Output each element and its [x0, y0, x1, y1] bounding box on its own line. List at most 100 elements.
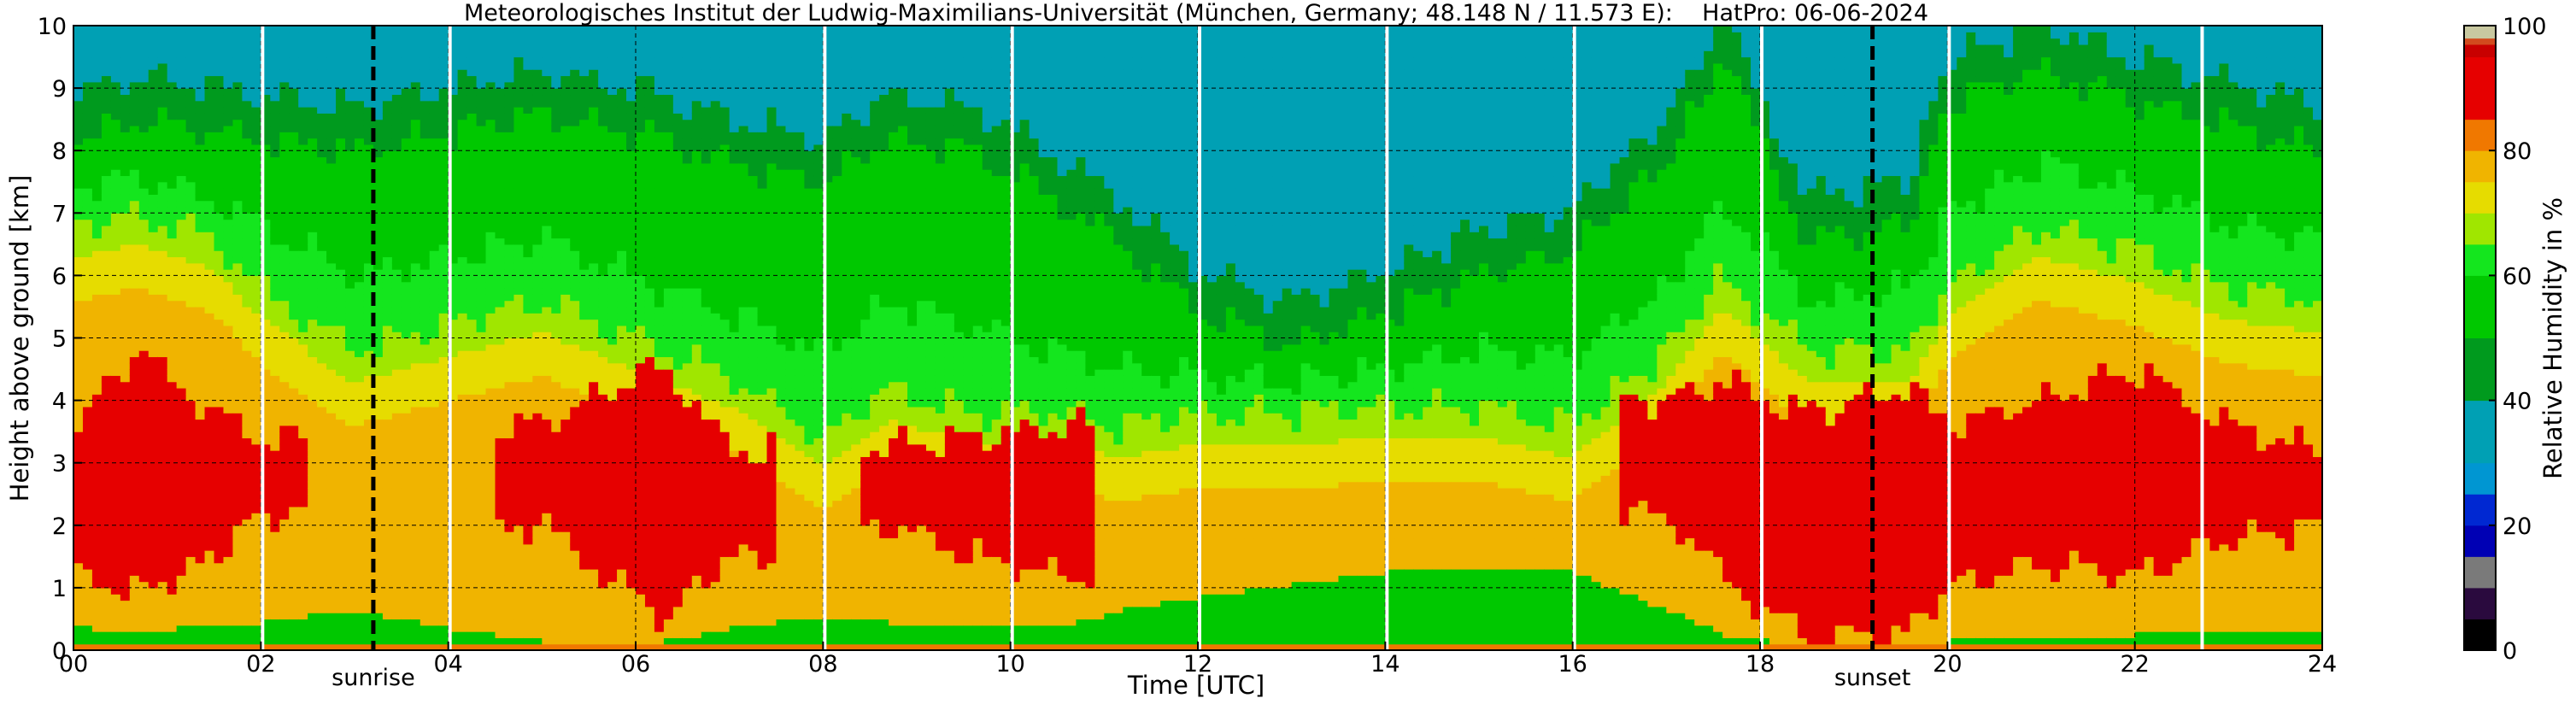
heatmap-cell — [496, 256, 506, 263]
heatmap-cell — [326, 356, 337, 363]
heatmap-cell — [298, 413, 308, 419]
heatmap-cell — [289, 369, 299, 376]
heatmap-cell — [336, 132, 346, 138]
heatmap-cell — [92, 263, 103, 270]
heatmap-cell — [242, 369, 252, 376]
heatmap-cell — [298, 150, 308, 157]
heatmap-cell — [523, 501, 533, 507]
heatmap-cell — [205, 394, 215, 401]
heatmap-cell — [167, 537, 178, 544]
heatmap-cell — [251, 126, 261, 132]
heatmap-cell — [92, 107, 103, 114]
heatmap-cell — [496, 637, 506, 644]
heatmap-cell — [496, 57, 506, 64]
heatmap-cell — [355, 163, 365, 170]
heatmap-cell — [532, 631, 543, 638]
heatmap-cell — [308, 26, 318, 32]
heatmap-cell — [496, 138, 506, 145]
heatmap-cell — [83, 482, 93, 489]
heatmap-cell — [420, 220, 431, 226]
heatmap-cell — [430, 625, 440, 632]
heatmap-cell — [504, 531, 514, 538]
heatmap-cell — [177, 32, 187, 38]
heatmap-cell — [392, 625, 402, 632]
heatmap-cell — [467, 525, 478, 532]
heatmap-cell — [355, 313, 365, 320]
heatmap-cell — [317, 144, 327, 151]
heatmap-cell — [458, 619, 468, 625]
heatmap-cell — [130, 431, 140, 438]
heatmap-cell — [298, 101, 308, 108]
heatmap-cell — [83, 201, 93, 208]
heatmap-cell — [139, 607, 150, 613]
heatmap-cell — [392, 382, 402, 389]
heatmap-cell — [102, 588, 112, 595]
heatmap-cell — [139, 594, 150, 601]
heatmap-cell — [223, 101, 233, 108]
heatmap-cell — [458, 569, 468, 576]
heatmap-cell — [532, 625, 543, 632]
heatmap-cell — [214, 469, 225, 476]
heatmap-cell — [196, 419, 206, 426]
heatmap-cell — [279, 544, 290, 551]
heatmap-cell — [467, 101, 478, 108]
heatmap-cell — [251, 388, 261, 395]
heatmap-cell — [345, 38, 355, 45]
heatmap-cell — [496, 244, 506, 251]
heatmap-cell — [298, 263, 308, 270]
heatmap-cell — [383, 157, 393, 164]
heatmap-cell — [355, 126, 365, 132]
heatmap-cell — [111, 394, 121, 401]
heatmap-cell — [458, 601, 468, 607]
heatmap-cell — [167, 26, 178, 32]
heatmap-cell — [504, 32, 514, 38]
heatmap-cell — [439, 501, 449, 507]
heatmap-cell — [270, 288, 280, 295]
heatmap-cell — [392, 601, 402, 607]
heatmap-cell — [355, 594, 365, 601]
heatmap-cell — [355, 537, 365, 544]
heatmap-cell — [355, 613, 365, 619]
heatmap-cell — [242, 75, 252, 82]
heatmap-cell — [411, 169, 421, 176]
heatmap-cell — [392, 488, 402, 495]
heatmap-cell — [102, 331, 112, 338]
heatmap-cell — [458, 313, 468, 320]
heatmap-cell — [139, 120, 150, 126]
heatmap-cell — [232, 175, 243, 182]
heatmap-cell — [279, 182, 290, 189]
heatmap-cell — [420, 544, 431, 551]
heatmap-cell — [111, 244, 121, 251]
heatmap-cell — [139, 556, 150, 563]
heatmap-cell — [111, 419, 121, 426]
heatmap-cell — [326, 613, 337, 619]
heatmap-cell — [158, 250, 168, 257]
heatmap-cell — [223, 631, 233, 638]
heatmap-cell — [402, 307, 412, 314]
heatmap-cell — [513, 101, 524, 108]
heatmap-cell — [439, 120, 449, 126]
heatmap-cell — [504, 550, 514, 557]
heatmap-cell — [523, 525, 533, 532]
heatmap-cell — [523, 513, 533, 519]
heatmap-cell — [73, 132, 84, 138]
heatmap-cell — [532, 501, 543, 507]
heatmap-cell — [308, 437, 318, 444]
heatmap-cell — [496, 582, 506, 589]
heatmap-cell — [486, 401, 496, 408]
heatmap-cell — [326, 507, 337, 513]
heatmap-cell — [205, 256, 215, 263]
heatmap-cell — [383, 482, 393, 489]
heatmap-cell — [111, 582, 121, 589]
heatmap-cell — [439, 437, 449, 444]
heatmap-cell — [149, 469, 159, 476]
heatmap-cell — [158, 57, 168, 64]
heatmap-cell — [496, 63, 506, 70]
heatmap-cell — [242, 157, 252, 164]
heatmap-cell — [430, 307, 440, 314]
heatmap-cell — [289, 126, 299, 132]
heatmap-cell — [298, 307, 308, 314]
heatmap-cell — [430, 188, 440, 195]
heatmap-cell — [513, 157, 524, 164]
heatmap-cell — [83, 75, 93, 82]
